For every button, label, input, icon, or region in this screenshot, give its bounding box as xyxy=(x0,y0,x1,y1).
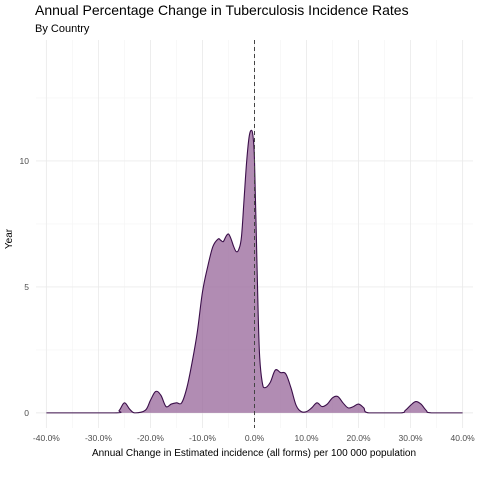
y-tick-label: 10 xyxy=(20,156,30,166)
x-tick-label: -20.0% xyxy=(137,433,164,443)
y-tick-label: 5 xyxy=(24,282,29,292)
density-line xyxy=(46,129,463,414)
y-axis-title: Year xyxy=(4,228,15,249)
x-tick-label: 30.0% xyxy=(399,433,424,443)
chart-subtitle: By Country xyxy=(35,23,90,35)
x-tick-label: 0.0% xyxy=(245,433,265,443)
y-tick-label: 0 xyxy=(24,408,29,418)
plot-area xyxy=(46,40,463,428)
x-tick-label: -40.0% xyxy=(33,433,60,443)
grid xyxy=(36,40,473,428)
x-tick-label: 10.0% xyxy=(294,433,319,443)
x-tick-label: 20.0% xyxy=(346,433,371,443)
y-axis-ticks: 0 5 10 xyxy=(20,156,30,418)
x-tick-label: -30.0% xyxy=(85,433,112,443)
x-tick-label: -10.0% xyxy=(189,433,216,443)
x-tick-label: 40.0% xyxy=(451,433,476,443)
x-axis-ticks: -40.0% -30.0% -20.0% -10.0% 0.0% 10.0% 20.0% 30… xyxy=(33,433,475,443)
chart-title: Annual Percentage Change in Tuberculosis… xyxy=(35,2,409,18)
x-axis-title: Annual Change in Estimated incidence (al… xyxy=(92,448,416,459)
